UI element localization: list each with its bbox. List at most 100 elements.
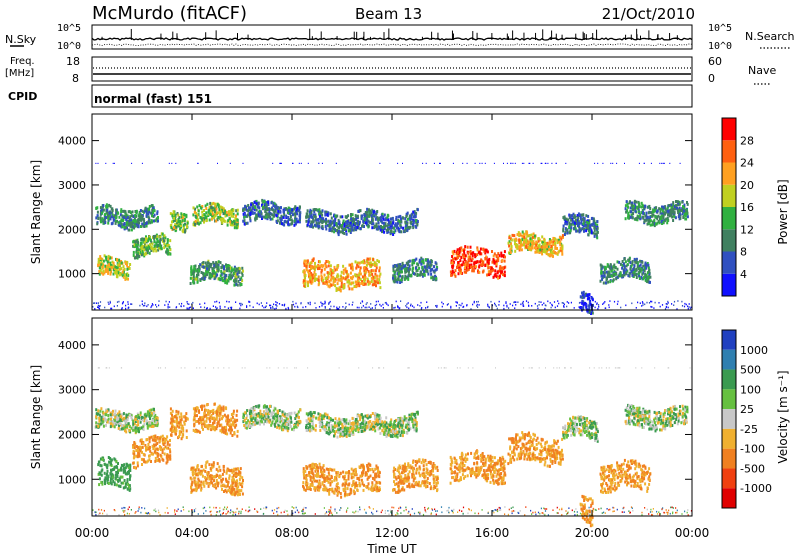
power-data-cell bbox=[310, 210, 313, 214]
power-data-cell bbox=[404, 264, 407, 268]
power-data-cell bbox=[280, 222, 283, 226]
power-data-cell bbox=[573, 221, 576, 225]
power-data-cell bbox=[632, 268, 635, 272]
power-data-cell bbox=[576, 221, 579, 225]
power-data-cell bbox=[585, 305, 588, 309]
power-data-cell bbox=[375, 274, 378, 278]
power-ytick-label: 2000 bbox=[58, 223, 86, 236]
power-data-cell bbox=[324, 281, 327, 285]
power-noise-point bbox=[94, 302, 96, 304]
power-data-cell bbox=[494, 259, 497, 263]
power-data-cell bbox=[312, 225, 314, 229]
power-data-cell bbox=[451, 266, 454, 270]
velocity-noise-point bbox=[393, 506, 395, 509]
power-data-cell bbox=[623, 257, 626, 261]
power-data-cell bbox=[236, 208, 239, 212]
velocity-noise-point bbox=[458, 509, 461, 512]
power-data-cell bbox=[588, 219, 591, 223]
power-data-cell bbox=[671, 208, 674, 212]
power-data-cell bbox=[317, 275, 320, 279]
power-data-cell bbox=[115, 208, 118, 212]
power-data-cell bbox=[651, 210, 654, 214]
power-data-cell bbox=[371, 217, 374, 221]
power-noise-point bbox=[608, 304, 610, 306]
power-data-cell bbox=[412, 223, 415, 226]
power-data-cell bbox=[630, 210, 632, 214]
power-data-cell bbox=[361, 280, 364, 284]
power-data-cell bbox=[215, 211, 218, 215]
power-data-cell bbox=[201, 214, 204, 218]
power-data-cell bbox=[427, 272, 430, 276]
power-noise-point bbox=[371, 307, 373, 309]
power-noise-point bbox=[688, 306, 690, 308]
power-data-cell bbox=[461, 263, 463, 267]
power-noise-point bbox=[512, 162, 514, 164]
power-data-cell bbox=[367, 282, 370, 286]
power-data-cell bbox=[469, 255, 472, 259]
power-noise-point bbox=[503, 304, 505, 307]
power-data-cell bbox=[244, 204, 247, 208]
power-data-cell bbox=[348, 287, 351, 291]
power-data-cell bbox=[621, 266, 624, 270]
power-data-cell bbox=[130, 221, 133, 225]
power-data-cell bbox=[273, 210, 276, 214]
power-data-cell bbox=[236, 283, 239, 287]
power-data-cell bbox=[132, 244, 135, 248]
power-data-cell bbox=[222, 207, 225, 211]
power-data-cell bbox=[642, 211, 645, 215]
power-data-cell bbox=[476, 248, 479, 252]
power-noise-point bbox=[365, 303, 367, 306]
velocity-noise-point bbox=[512, 510, 515, 512]
power-data-cell bbox=[212, 201, 215, 205]
power-data-cell bbox=[213, 274, 216, 278]
power-data-cell bbox=[150, 204, 153, 208]
velocity-noise-point bbox=[452, 512, 454, 514]
power-data-cell bbox=[143, 248, 146, 252]
power-noise-point bbox=[116, 305, 118, 307]
power-data-cell bbox=[413, 212, 416, 216]
power-data-cell bbox=[363, 280, 366, 284]
power-data-cell bbox=[362, 282, 364, 285]
power-data-cell bbox=[310, 278, 313, 282]
power-data-cell bbox=[517, 231, 520, 235]
power-data-cell bbox=[182, 226, 185, 230]
power-data-cell bbox=[495, 264, 498, 268]
power-data-cell bbox=[644, 266, 646, 270]
velocity-noise-point bbox=[302, 510, 304, 513]
power-data-cell bbox=[389, 220, 392, 224]
power-data-cell bbox=[578, 230, 581, 234]
velocity-noise-point bbox=[523, 367, 525, 369]
power-noise-point bbox=[168, 301, 170, 303]
power-data-cell bbox=[643, 219, 646, 223]
power-data-cell bbox=[628, 274, 631, 278]
power-data-cell bbox=[670, 213, 673, 217]
power-data-cell bbox=[492, 275, 495, 279]
velocity-noise-point bbox=[358, 367, 360, 369]
power-data-cell bbox=[360, 281, 363, 285]
power-data-cell bbox=[116, 269, 119, 273]
power-data-cell bbox=[298, 205, 301, 209]
power-noise-point bbox=[503, 307, 505, 310]
noise-trace bbox=[91, 28, 693, 46]
power-data-cell bbox=[309, 261, 312, 265]
power-data-cell bbox=[332, 271, 335, 274]
power-data-cell bbox=[154, 234, 157, 238]
power-data-cell bbox=[248, 214, 251, 218]
power-data-cell bbox=[326, 282, 329, 286]
power-data-cell bbox=[616, 267, 619, 271]
velocity-noise-point bbox=[244, 367, 246, 369]
power-data-cell bbox=[137, 252, 140, 256]
power-data-cell bbox=[233, 283, 236, 287]
power-data-cell bbox=[627, 211, 630, 215]
velocity-noise-point bbox=[383, 367, 385, 369]
velocity-noise-point bbox=[97, 367, 99, 369]
power-data-cell bbox=[355, 274, 358, 278]
power-data-cell bbox=[592, 217, 595, 221]
velocity-noise-point bbox=[686, 511, 688, 514]
power-noise-point bbox=[461, 302, 463, 305]
velocity-noise-point bbox=[579, 512, 582, 515]
power-data-cell bbox=[148, 205, 151, 208]
power-data-cell bbox=[102, 220, 105, 224]
power-noise-point bbox=[602, 303, 604, 305]
power-data-cell bbox=[543, 245, 546, 249]
